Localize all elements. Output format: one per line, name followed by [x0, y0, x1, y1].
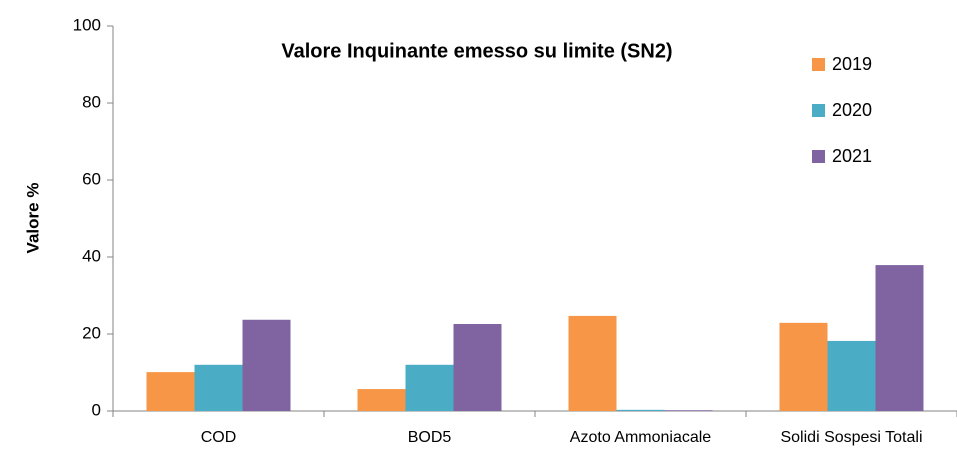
legend-label: 2020: [832, 100, 872, 120]
x-tick-label: Azoto Ammoniacale: [570, 429, 712, 446]
legend-label: 2021: [832, 146, 872, 166]
chart-title: Valore Inquinante emesso su limite (SN2): [281, 40, 672, 62]
bar: [453, 323, 502, 411]
y-axis-label: Valore %: [23, 183, 42, 254]
y-tick-label: 40: [82, 246, 101, 265]
y-tick-label: 20: [82, 323, 101, 342]
bar: [405, 364, 454, 411]
y-tick-label: 60: [82, 169, 101, 188]
x-tick-label: Solidi Sospesi Totali: [780, 429, 922, 446]
y-tick-label: 0: [92, 400, 101, 419]
bar: [194, 364, 243, 411]
x-tick-label: COD: [201, 429, 237, 446]
bar: [827, 340, 876, 411]
bar: [779, 322, 828, 411]
bar: [616, 409, 665, 411]
x-tick-label: BOD5: [408, 429, 452, 446]
bar: [357, 389, 406, 411]
bar: [568, 315, 617, 411]
bar: [146, 372, 195, 411]
legend-label: 2019: [832, 54, 872, 74]
legend-swatch: [812, 104, 825, 117]
bar: [875, 265, 924, 411]
bar: [664, 410, 713, 411]
legend-swatch: [812, 58, 825, 71]
y-tick-label: 80: [82, 92, 101, 111]
y-tick-label: 100: [73, 15, 101, 34]
bar: [242, 319, 291, 411]
legend-swatch: [812, 150, 825, 163]
